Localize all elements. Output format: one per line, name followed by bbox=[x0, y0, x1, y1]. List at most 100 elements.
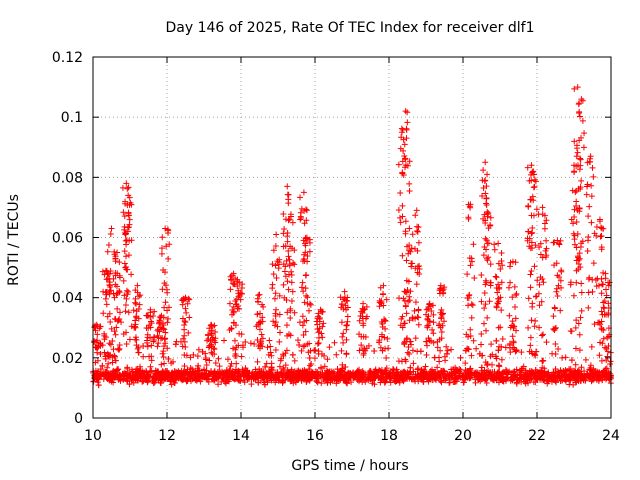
data-point bbox=[541, 220, 548, 227]
data-point bbox=[526, 235, 533, 242]
data-point bbox=[122, 301, 129, 308]
data-point bbox=[331, 339, 338, 346]
data-point bbox=[429, 326, 436, 333]
data-point bbox=[601, 367, 608, 374]
data-point bbox=[465, 346, 472, 353]
data-point bbox=[495, 295, 502, 302]
data-point bbox=[255, 292, 262, 299]
data-point bbox=[396, 295, 403, 302]
data-point bbox=[165, 356, 172, 363]
data-point bbox=[468, 314, 475, 321]
data-point bbox=[411, 307, 418, 314]
data-point bbox=[478, 298, 485, 305]
data-point bbox=[134, 289, 141, 296]
data-point bbox=[297, 213, 304, 220]
data-point bbox=[97, 340, 104, 347]
data-point bbox=[570, 381, 577, 388]
data-point bbox=[555, 370, 562, 377]
data-point bbox=[113, 324, 120, 331]
data-point bbox=[264, 344, 271, 351]
data-point bbox=[436, 336, 443, 343]
data-point bbox=[480, 320, 487, 327]
data-point bbox=[158, 245, 165, 252]
data-point bbox=[471, 275, 478, 282]
data-point bbox=[467, 326, 474, 333]
data-point bbox=[160, 348, 167, 355]
data-point bbox=[581, 372, 588, 379]
data-point bbox=[100, 310, 107, 317]
data-point bbox=[189, 366, 196, 373]
data-point bbox=[412, 373, 419, 380]
data-point bbox=[288, 279, 295, 286]
data-point bbox=[406, 225, 413, 232]
data-point bbox=[512, 259, 519, 266]
data-point bbox=[254, 295, 261, 302]
data-point bbox=[120, 375, 127, 382]
data-point bbox=[570, 292, 577, 299]
data-point bbox=[464, 374, 471, 381]
data-point bbox=[553, 379, 560, 386]
data-point bbox=[584, 159, 591, 166]
data-point bbox=[525, 203, 532, 210]
data-point bbox=[307, 375, 314, 382]
data-point bbox=[108, 225, 115, 232]
data-point bbox=[426, 337, 433, 344]
data-point bbox=[302, 328, 309, 335]
data-point bbox=[307, 301, 314, 308]
data-point bbox=[417, 348, 424, 355]
data-point bbox=[518, 349, 525, 356]
data-point bbox=[577, 185, 584, 192]
data-point bbox=[543, 252, 550, 259]
data-point bbox=[598, 308, 605, 315]
data-point bbox=[285, 368, 292, 375]
data-point bbox=[291, 261, 298, 268]
data-point bbox=[488, 341, 495, 348]
data-point bbox=[185, 295, 192, 302]
data-point bbox=[506, 312, 513, 319]
data-point bbox=[586, 203, 593, 210]
data-point bbox=[238, 372, 245, 379]
data-point bbox=[372, 368, 379, 375]
data-point bbox=[200, 366, 207, 373]
data-point bbox=[508, 322, 515, 329]
data-point bbox=[382, 367, 389, 374]
data-point bbox=[104, 248, 111, 255]
data-point bbox=[164, 289, 171, 296]
data-point bbox=[327, 374, 334, 381]
data-point bbox=[435, 375, 442, 382]
data-point bbox=[113, 291, 120, 298]
data-point bbox=[406, 158, 413, 165]
data-point bbox=[97, 350, 104, 357]
data-point bbox=[482, 235, 489, 242]
data-point bbox=[424, 315, 431, 322]
data-point bbox=[409, 347, 416, 354]
data-point bbox=[136, 301, 143, 308]
data-point bbox=[436, 358, 443, 365]
data-point bbox=[333, 380, 340, 387]
data-point bbox=[270, 247, 277, 254]
data-point bbox=[571, 85, 578, 92]
data-point bbox=[493, 304, 500, 311]
data-point bbox=[257, 369, 264, 376]
data-point bbox=[320, 320, 327, 327]
data-point bbox=[591, 321, 598, 328]
data-point bbox=[315, 334, 322, 341]
data-point bbox=[317, 306, 324, 313]
data-point bbox=[382, 345, 389, 352]
data-point bbox=[593, 232, 600, 239]
data-point bbox=[482, 220, 489, 227]
data-point bbox=[266, 369, 273, 376]
data-point bbox=[303, 234, 310, 241]
data-point bbox=[365, 374, 372, 381]
data-point bbox=[303, 377, 310, 384]
data-point bbox=[575, 372, 582, 379]
data-point bbox=[152, 370, 159, 377]
data-point bbox=[522, 374, 529, 381]
data-point bbox=[437, 373, 444, 380]
data-point bbox=[303, 292, 310, 299]
data-point bbox=[512, 315, 519, 322]
data-point bbox=[384, 335, 391, 342]
data-point bbox=[203, 367, 210, 374]
data-point bbox=[597, 339, 604, 346]
data-point bbox=[312, 346, 319, 353]
